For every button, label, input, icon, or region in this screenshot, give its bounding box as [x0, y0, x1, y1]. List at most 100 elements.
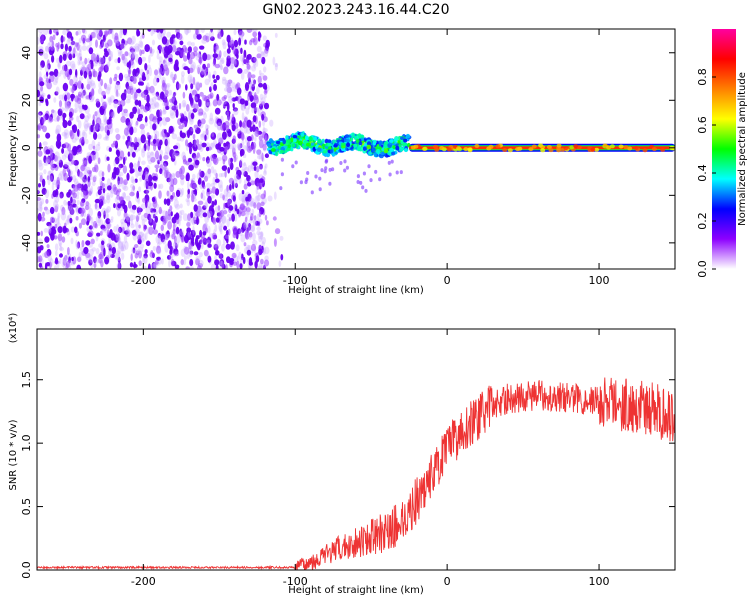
noise-cell: [230, 57, 235, 64]
noise-cell: [47, 254, 52, 262]
noise-cell: [233, 178, 238, 187]
noise-cell: [115, 80, 121, 86]
noise-cell: [199, 141, 203, 150]
signal-cell: [297, 140, 303, 146]
noise-cell: [171, 216, 177, 224]
signal-cell: [306, 171, 310, 175]
noise-cell: [154, 69, 159, 76]
noise-cell: [56, 133, 62, 142]
snr-x-tick-label: -200: [131, 575, 156, 588]
noise-cell: [212, 99, 218, 107]
noise-cell: [274, 63, 278, 71]
signal-cell: [294, 160, 298, 165]
noise-cell: [82, 178, 87, 185]
noise-cell: [55, 124, 62, 134]
noise-cell: [166, 255, 172, 260]
noise-cell: [117, 100, 122, 106]
noise-cell: [101, 240, 105, 246]
noise-cell: [167, 240, 172, 249]
noise-cell: [38, 159, 43, 167]
noise-cell: [247, 102, 251, 110]
noise-cell: [186, 192, 191, 199]
noise-cell: [208, 117, 214, 125]
noise-cell: [42, 211, 45, 218]
noise-cell: [179, 40, 184, 46]
noise-cell: [88, 69, 92, 76]
noise-cell: [75, 208, 79, 213]
signal-cell: [305, 177, 309, 182]
noise-cell: [83, 246, 89, 255]
noise-cell: [69, 173, 73, 178]
noise-cell: [237, 131, 243, 139]
noise-cell: [204, 216, 209, 223]
carrier-cell: [548, 148, 554, 153]
noise-cell: [167, 221, 173, 230]
noise-cell: [244, 82, 250, 91]
signal-cell: [344, 134, 350, 139]
noise-cell: [85, 166, 91, 173]
noise-cell: [146, 151, 151, 159]
noise-cell: [163, 129, 167, 134]
noise-cell: [240, 71, 245, 80]
noise-cell: [157, 232, 162, 239]
noise-cell: [262, 75, 268, 81]
noise-cell: [70, 206, 75, 216]
noise-cell: [108, 56, 112, 62]
noise-cell: [108, 249, 113, 259]
noise-cell: [67, 120, 72, 127]
noise-cell: [152, 29, 158, 33]
noise-cell: [190, 51, 196, 60]
noise-cell: [224, 233, 229, 242]
noise-cell: [102, 34, 106, 43]
noise-cell: [186, 41, 192, 46]
noise-cell: [39, 96, 44, 103]
colorbar-label: Normalized spectral amplitude: [737, 72, 748, 226]
noise-cell: [46, 59, 50, 68]
noise-cell: [202, 35, 208, 41]
noise-cell: [134, 69, 139, 77]
noise-cell: [260, 51, 266, 56]
noise-cell: [231, 252, 237, 259]
noise-cell: [132, 52, 137, 58]
noise-cell: [150, 156, 156, 163]
noise-cell: [67, 37, 72, 43]
noise-cell: [127, 200, 132, 209]
noise-cell: [126, 224, 130, 229]
noise-cell: [68, 169, 71, 177]
noise-cell: [124, 51, 129, 57]
noise-cell: [189, 244, 194, 250]
noise-cell: [121, 192, 127, 199]
noise-cell: [97, 88, 103, 95]
noise-cell: [97, 157, 101, 165]
noise-cell: [166, 137, 170, 147]
noise-cell: [39, 81, 45, 87]
noise-cell: [135, 120, 139, 126]
noise-cell: [160, 233, 166, 243]
noise-cell: [46, 81, 52, 90]
noise-cell: [37, 89, 41, 98]
noise-cell: [237, 142, 242, 151]
noise-cell: [233, 55, 237, 65]
noise-cell: [173, 92, 176, 97]
noise-cell: [129, 87, 134, 95]
carrier-cell: [507, 148, 513, 153]
noise-cell: [117, 228, 121, 233]
noise-cell: [212, 176, 216, 185]
snr-y-label: SNR (10 * v/v): [8, 419, 19, 490]
noise-cell: [93, 29, 99, 34]
noise-cell: [78, 105, 83, 113]
noise-cell: [143, 143, 147, 152]
noise-cell: [239, 143, 243, 149]
noise-cell: [237, 68, 243, 74]
noise-cell: [175, 170, 181, 178]
noise-cell: [95, 247, 100, 255]
noise-cell: [62, 225, 67, 234]
noise-cell: [47, 42, 51, 52]
noise-cell: [263, 116, 268, 123]
noise-cell: [104, 50, 109, 57]
noise-cell: [136, 88, 142, 94]
noise-cell: [92, 175, 98, 180]
signal-cell: [269, 140, 275, 144]
noise-cell: [73, 75, 78, 84]
noise-cell: [80, 173, 85, 181]
